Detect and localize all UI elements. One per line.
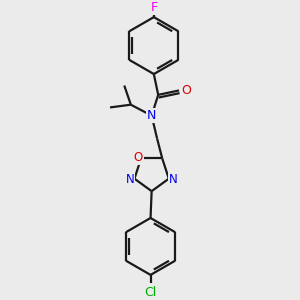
Text: N: N (126, 173, 134, 186)
Text: O: O (181, 84, 191, 97)
Text: N: N (147, 109, 156, 122)
Text: N: N (169, 173, 178, 186)
Text: F: F (150, 1, 158, 14)
Text: Cl: Cl (144, 286, 157, 299)
Text: O: O (134, 151, 143, 164)
